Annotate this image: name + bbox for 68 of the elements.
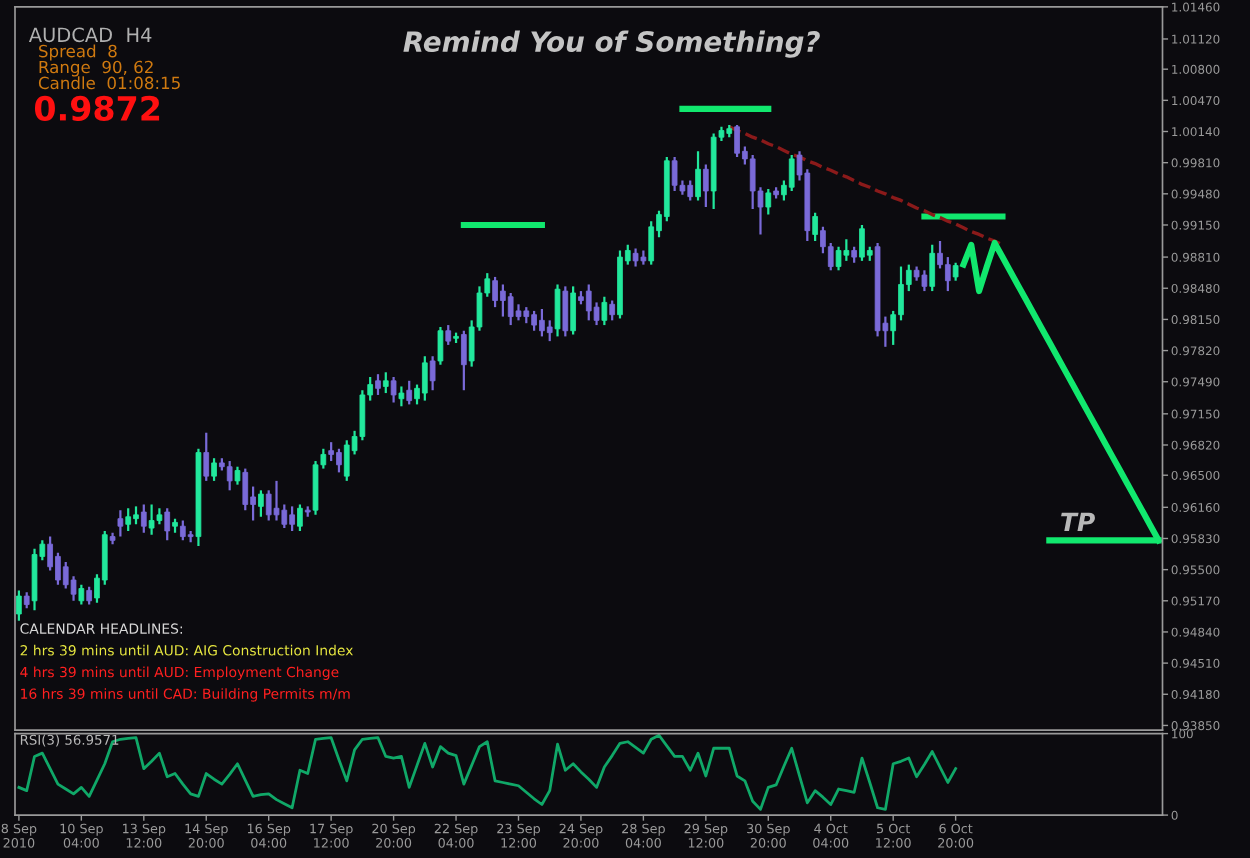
candlestick	[31, 547, 38, 612]
candlestick	[671, 155, 678, 193]
candlestick	[507, 291, 514, 327]
candlestick	[336, 447, 342, 474]
candlestick	[546, 319, 553, 343]
candlestick	[242, 467, 249, 512]
candlestick	[734, 123, 740, 159]
candlestick	[406, 379, 413, 406]
annotation: TP	[1061, 512, 1095, 531]
candlestick	[211, 457, 217, 482]
text: Remind You of Something?	[403, 30, 820, 58]
candlestick	[570, 285, 576, 336]
candlestick	[140, 503, 147, 534]
candlestick	[812, 211, 818, 243]
candlestick	[203, 431, 210, 482]
candlestick	[461, 329, 467, 392]
candlestick	[562, 285, 569, 338]
candlestick	[445, 323, 452, 347]
candlestick	[297, 503, 303, 533]
candlestick	[16, 589, 22, 622]
candlestick	[390, 375, 397, 404]
candlestick	[328, 441, 334, 463]
candlestick	[226, 459, 233, 492]
candlestick	[289, 505, 295, 533]
candlestick	[843, 238, 850, 262]
candlestick	[703, 163, 709, 209]
candlestick	[55, 551, 61, 586]
candlestick	[765, 187, 772, 216]
annotation: Spread 8	[39, 44, 117, 61]
candlestick	[695, 150, 701, 202]
candlestick	[539, 307, 545, 338]
candlestick	[343, 439, 350, 482]
candlestick	[125, 507, 132, 533]
candlestick	[492, 275, 498, 309]
annotation: Candle 01:08:15	[38, 76, 180, 90]
candlestick	[148, 503, 155, 536]
candlestick	[531, 309, 537, 332]
candlestick	[421, 355, 428, 402]
candlestick	[921, 269, 928, 293]
line-series	[727, 125, 1005, 247]
candlestick	[687, 179, 694, 202]
line-series	[17, 733, 958, 811]
candlestick	[398, 385, 405, 408]
candlestick	[500, 283, 506, 318]
candlestick	[117, 509, 124, 538]
candlestick	[164, 507, 171, 542]
candlestick	[78, 583, 85, 606]
candlestick	[258, 489, 264, 518]
annotation: 0.9872	[34, 95, 160, 121]
candlestick	[179, 519, 186, 542]
candlestick	[601, 295, 608, 327]
candlestick	[648, 220, 655, 266]
candlestick	[382, 371, 389, 395]
candlestick	[944, 255, 951, 293]
annotation: AUDCAD H4	[28, 27, 152, 43]
annotation: Range 90, 62	[39, 60, 153, 77]
candlestick	[265, 489, 272, 522]
candlestick	[609, 299, 616, 322]
candlestick	[375, 373, 381, 397]
candlestick	[788, 154, 795, 193]
candlestick	[273, 479, 280, 522]
candlestick	[835, 245, 842, 272]
candlestick	[929, 243, 936, 293]
candlestick	[437, 325, 444, 366]
candlestick	[429, 355, 436, 392]
candlestick	[585, 283, 592, 322]
candlestick	[859, 223, 865, 262]
candlestick	[554, 283, 561, 338]
